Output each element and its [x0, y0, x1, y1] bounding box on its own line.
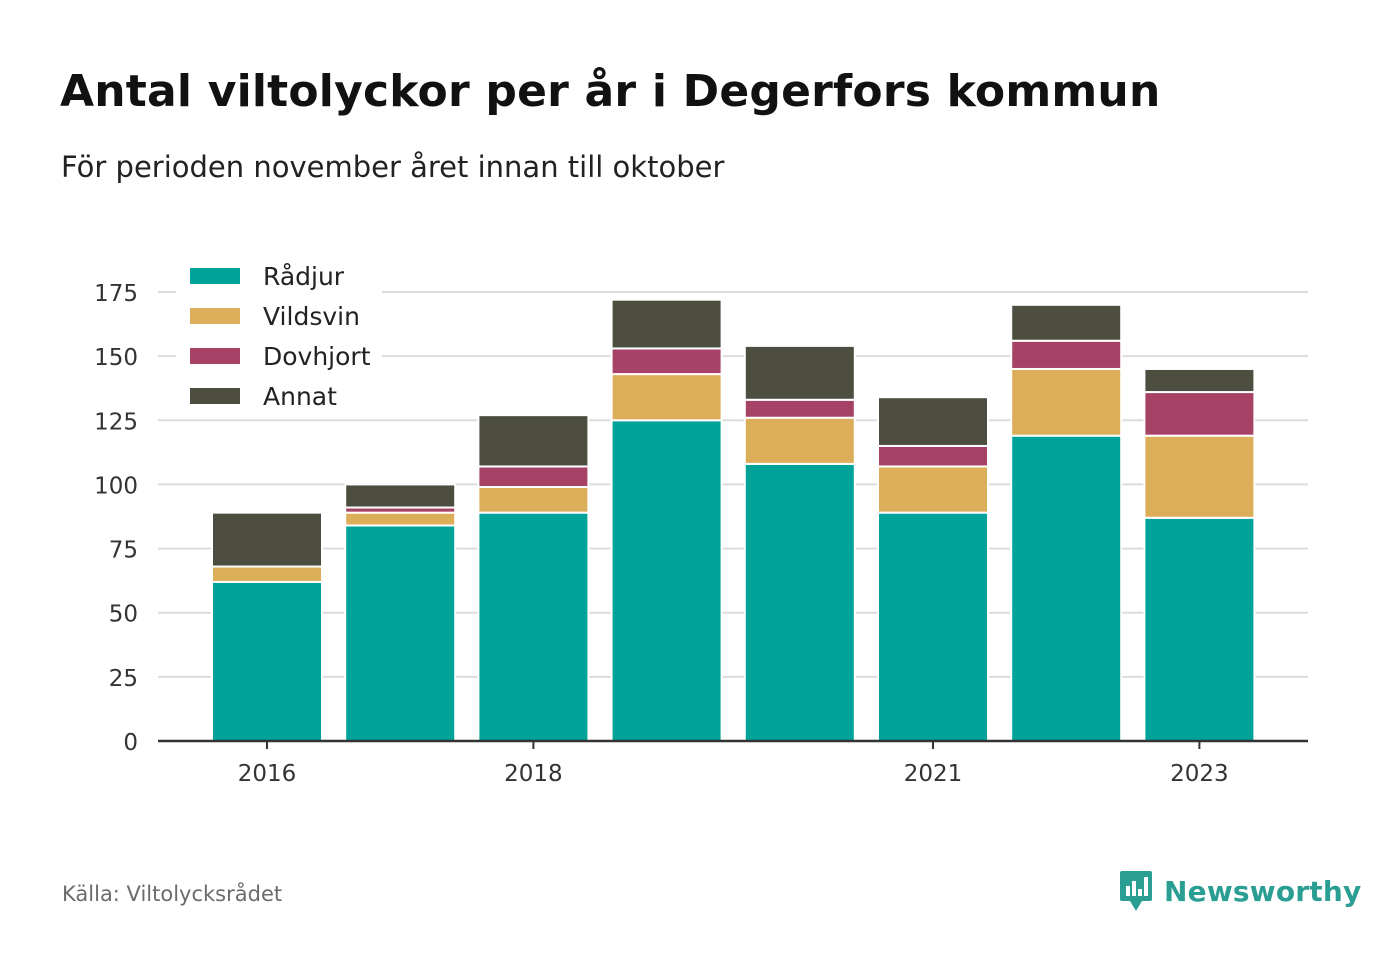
bar-stack-2016 [211, 511, 323, 742]
x-tick-label-2018: 2018 [504, 761, 563, 787]
y-tick-label-0: 0 [123, 730, 138, 756]
axes: 0 25 50 75 100 125 150 175 2016 2018 2021 2023 [94, 281, 1308, 787]
bar-2020-dovhjort [743, 398, 856, 419]
bar-stack-2022 [1010, 303, 1123, 742]
source-note: Källa: Viltolycksrådet [62, 882, 283, 906]
bar-2019-dovhjort [610, 347, 723, 376]
x-tick-label-2016: 2016 [238, 761, 297, 787]
bar-2016-vildsvin [211, 565, 323, 583]
bar-2022-dovhjort [1010, 339, 1123, 370]
bar-stack-2020 [743, 344, 856, 742]
newsworthy-logo[interactable]: Newsworthy [1118, 869, 1361, 913]
chart-subtitle: För perioden november året innan till ok… [61, 150, 725, 184]
bar-2023-vildsvin [1143, 434, 1256, 519]
bar-stacks [211, 298, 1256, 742]
bar-2016-rådjur [211, 580, 323, 742]
x-tick-label-2021: 2021 [904, 761, 963, 787]
legend-swatch-rådjur [190, 268, 240, 284]
x-tick-label-2023: 2023 [1170, 761, 1229, 787]
bar-chart-speech-bubble-icon [1120, 871, 1152, 911]
y-tick-label-50: 50 [109, 602, 138, 628]
bar-2022-annat [1010, 303, 1123, 342]
bar-2021-annat [877, 396, 989, 447]
bar-2018-annat [477, 414, 590, 468]
y-tick-label-125: 125 [94, 409, 138, 435]
bar-2017-annat [344, 483, 457, 509]
bar-stack-2023 [1143, 367, 1256, 742]
bar-2016-annat [211, 511, 323, 568]
bar-2018-vildsvin [477, 485, 590, 514]
bar-2023-rådjur [1143, 516, 1256, 742]
y-tick-label-150: 150 [94, 345, 138, 371]
bar-stack-2017 [344, 483, 457, 742]
bar-2020-rådjur [743, 462, 856, 742]
bar-2023-annat [1143, 367, 1256, 394]
bar-2021-rådjur [877, 511, 989, 742]
y-tick-label-75: 75 [109, 538, 138, 564]
bar-stack-2021 [877, 396, 989, 742]
bar-2022-rådjur [1010, 434, 1123, 742]
bar-2023-dovhjort [1143, 391, 1256, 437]
legend-swatch-vildsvin [190, 308, 240, 324]
legend-swatch-annat [190, 388, 240, 404]
legend-label-vildsvin: Vildsvin [263, 302, 360, 331]
bar-2020-vildsvin [743, 416, 856, 465]
bar-2022-vildsvin [1010, 367, 1123, 437]
bar-2017-rådjur [344, 524, 457, 742]
bar-2019-rådjur [610, 419, 723, 742]
bar-2021-vildsvin [877, 465, 989, 514]
bar-stack-2018 [477, 414, 590, 742]
bar-2020-annat [743, 344, 856, 401]
bar-2018-dovhjort [477, 465, 590, 488]
y-tick-label-25: 25 [109, 666, 138, 692]
bar-2019-annat [610, 298, 723, 350]
legend: Rådjur Vildsvin Dovhjort Annat [176, 255, 382, 415]
legend-label-rådjur: Rådjur [263, 262, 345, 291]
chart-title: Antal viltolyckor per år i Degerfors kom… [60, 66, 1161, 117]
bar-2019-vildsvin [610, 373, 723, 422]
bar-2017-vildsvin [344, 511, 457, 527]
bar-2018-rådjur [477, 511, 590, 742]
legend-swatch-dovhjort [190, 348, 240, 364]
bar-2021-dovhjort [877, 444, 989, 468]
y-tick-label-100: 100 [94, 473, 138, 499]
legend-label-annat: Annat [263, 382, 337, 411]
brand-name: Newsworthy [1164, 874, 1362, 908]
y-tick-label-175: 175 [94, 281, 138, 307]
bar-stack-2019 [610, 298, 723, 742]
legend-label-dovhjort: Dovhjort [263, 342, 371, 371]
